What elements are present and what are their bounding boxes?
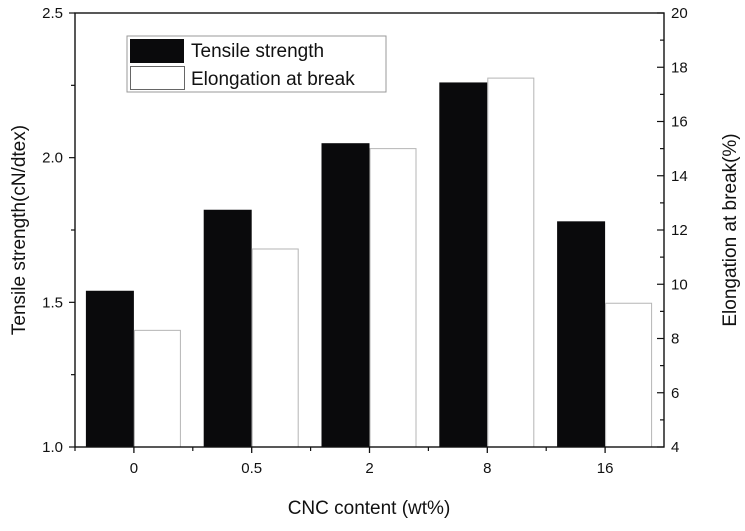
legend-swatch-tensile [130, 39, 184, 63]
y2-tick-label: 6 [671, 385, 679, 402]
x-tick-label: 0.5 [241, 460, 262, 477]
y-tick-label: 1.0 [42, 439, 63, 456]
bar-tensile-strength [439, 82, 488, 447]
y2-tick-label: 12 [671, 222, 688, 239]
bar-tensile-strength [203, 209, 252, 447]
x-tick-label: 16 [597, 460, 614, 477]
bar-elongation-at-break [133, 329, 181, 448]
y-axis-label: Tensile strength(cN/dtex) [9, 125, 30, 335]
y2-tick-label: 14 [671, 168, 688, 185]
y2-tick-label: 8 [671, 331, 679, 348]
legend-label-elongation: Elongation at break [191, 69, 355, 90]
x-axis-label: CNC content (wt%) [288, 498, 451, 519]
x-tick-label: 0 [130, 460, 138, 477]
bar-tensile-strength [321, 143, 370, 447]
y2-tick-label: 16 [671, 114, 688, 131]
bar-tensile-strength [85, 290, 134, 447]
bar-elongation-at-break [251, 248, 299, 448]
legend-swatch-elongation [130, 66, 185, 90]
y-tick-label: 2.5 [42, 5, 63, 22]
bar-elongation-at-break [369, 148, 417, 448]
legend-label-tensile: Tensile strength [191, 41, 324, 62]
y2-tick-label: 4 [671, 439, 679, 456]
x-tick-label: 2 [365, 460, 373, 477]
y2-tick-label: 10 [671, 276, 688, 293]
y-tick-label: 1.5 [42, 294, 63, 311]
y2-tick-label: 20 [671, 5, 688, 22]
y-tick-label: 2.0 [42, 150, 63, 167]
bar-tensile-strength [557, 221, 606, 447]
bar-elongation-at-break [605, 302, 653, 448]
y2-tick-label: 18 [671, 59, 688, 76]
x-tick-label: 8 [483, 460, 491, 477]
y2-axis-label: Elongation at break(%) [720, 133, 741, 326]
legend: Tensile strength Elongation at break [126, 35, 387, 93]
bar-elongation-at-break [487, 77, 535, 448]
